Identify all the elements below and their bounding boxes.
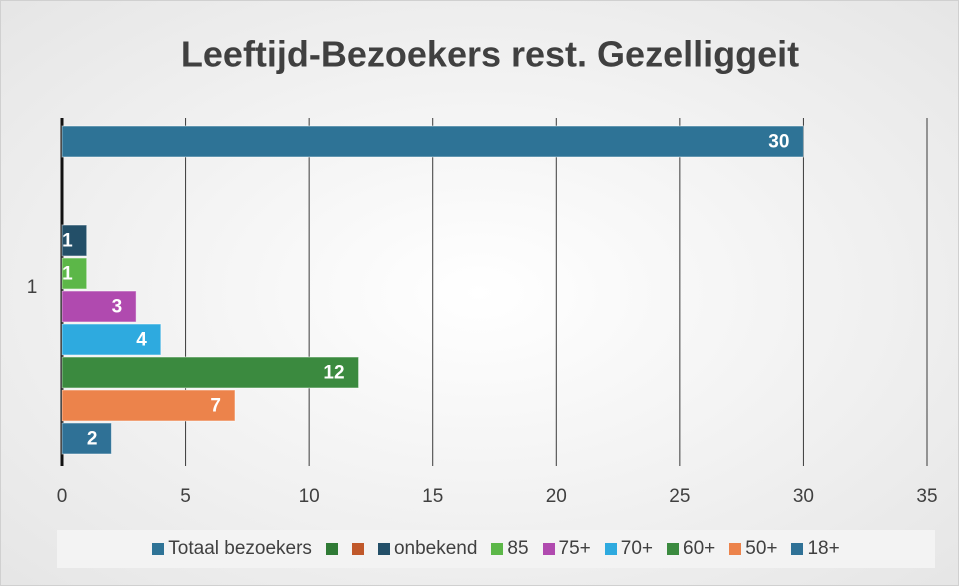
x-tick-label: 0	[57, 486, 68, 507]
legend-label: 85	[507, 538, 529, 559]
x-tick-label: 5	[180, 486, 191, 507]
data-label: 12	[323, 363, 344, 384]
x-tick-label: 20	[546, 486, 567, 507]
bar	[61, 125, 804, 158]
data-label: 1	[62, 264, 73, 285]
data-label: 7	[210, 396, 221, 417]
bar	[61, 389, 236, 422]
legend-item: Totaal bezoekers	[152, 538, 312, 560]
legend-label: 60+	[683, 538, 716, 559]
bar	[61, 323, 162, 356]
bar	[61, 224, 88, 257]
data-label: 3	[112, 297, 123, 318]
legend-swatch	[542, 543, 555, 555]
legend-label: Totaal bezoekers	[168, 538, 312, 559]
legend-item	[351, 543, 364, 555]
bar	[61, 422, 112, 455]
legend-label: 75+	[558, 538, 591, 559]
data-label: 4	[136, 330, 147, 351]
legend-swatch	[325, 543, 338, 555]
bar	[61, 257, 88, 290]
legend-item: 50+	[729, 538, 777, 560]
x-tick-label: 35	[916, 486, 937, 507]
legend-swatch	[667, 543, 680, 555]
legend-item: 60+	[667, 538, 715, 560]
x-tick-label: 15	[422, 486, 443, 507]
legend-swatch	[152, 543, 165, 555]
legend-item: 70+	[604, 538, 654, 560]
legend-swatch	[791, 543, 804, 555]
x-tick-label: 25	[669, 486, 690, 507]
legend-swatch	[491, 543, 504, 555]
legend-swatch	[377, 543, 390, 555]
bar	[61, 356, 360, 389]
legend: Totaal bezoekers onbekend 85 75+ 70+ 60+ 50+ 18…	[57, 530, 935, 568]
bar	[61, 290, 137, 323]
legend-label: onbekend	[393, 538, 478, 559]
data-label: 1	[62, 231, 73, 252]
legend-label: 50+	[745, 538, 778, 559]
legend-item: 75+	[542, 538, 591, 560]
legend-swatch	[604, 543, 617, 555]
x-tick-label: 30	[793, 486, 814, 507]
legend-swatch	[351, 543, 364, 555]
legend-item: 85	[491, 538, 529, 560]
legend-item	[325, 543, 338, 555]
legend-swatch	[729, 543, 742, 555]
chart-title: Leeftijd-Bezoekers rest. Gezelliggeit	[181, 34, 799, 75]
x-tick-label: 10	[299, 486, 320, 507]
legend-label: 70+	[620, 538, 654, 559]
data-label: 2	[87, 429, 98, 450]
legend-item: 18+	[791, 538, 840, 560]
y-tick-label: 1	[27, 277, 38, 298]
data-label: 30	[768, 132, 789, 153]
legend-label: 18+	[807, 538, 840, 559]
legend-item: onbekend	[377, 538, 478, 560]
